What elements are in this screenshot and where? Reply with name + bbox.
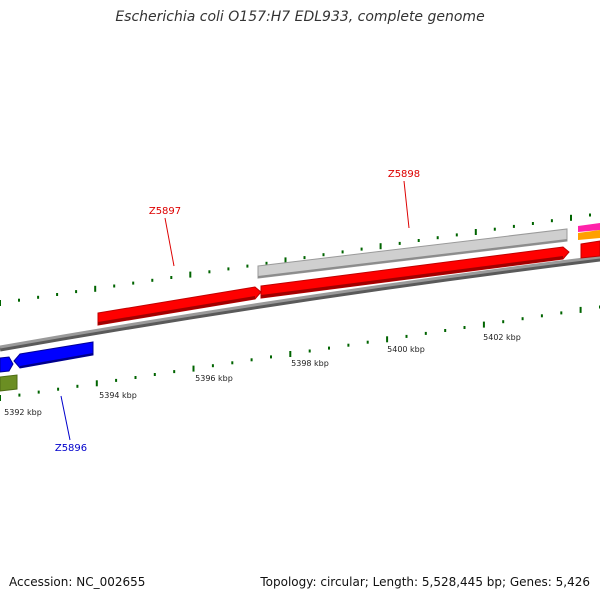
inner-tick bbox=[386, 336, 389, 343]
inner-tick bbox=[540, 314, 543, 318]
gene-blue-left-edge[interactable] bbox=[0, 356, 14, 373]
accession-text: Accession: NC_002655 bbox=[9, 575, 146, 589]
outer-tick bbox=[246, 264, 249, 268]
gene-label-z5897[interactable]: Z5897 bbox=[149, 206, 181, 217]
gene-label-z5898[interactable]: Z5898 bbox=[388, 169, 420, 180]
inner-tick bbox=[482, 321, 485, 328]
inner-tick bbox=[211, 364, 214, 368]
map-title: Escherichia coli O157:H7 EDL933, complet… bbox=[115, 9, 485, 25]
gene-orange-right-edge[interactable] bbox=[578, 230, 600, 240]
inner-tick bbox=[560, 311, 563, 315]
outer-tick bbox=[379, 243, 382, 250]
outer-tick bbox=[341, 250, 344, 254]
outer-tick bbox=[417, 239, 420, 242]
z5896-leader-line bbox=[60, 395, 71, 441]
gene-grey-forward-shadow bbox=[258, 239, 567, 278]
tick-label-5402: 5402 kbp bbox=[483, 333, 521, 342]
inner-tick-track bbox=[0, 305, 600, 401]
inner-tick bbox=[250, 358, 253, 362]
outer-tick bbox=[570, 214, 572, 221]
inner-tick bbox=[521, 317, 524, 321]
inner-tick bbox=[366, 340, 369, 344]
gene-z5897-shadow bbox=[98, 296, 255, 325]
z5897-leader-line bbox=[164, 217, 175, 267]
inner-tick bbox=[424, 331, 427, 335]
outer-tick bbox=[550, 219, 553, 223]
inner-tick bbox=[192, 365, 195, 372]
gene-z5896-shadow bbox=[20, 353, 93, 368]
outer-tick bbox=[455, 233, 458, 237]
inner-tick bbox=[57, 387, 60, 391]
inner-tick bbox=[231, 361, 234, 365]
inner-tick bbox=[347, 343, 350, 347]
genome-stats-text: Topology: circular; Length: 5,528,445 bp… bbox=[260, 575, 590, 589]
outer-tick bbox=[208, 270, 211, 274]
inner-tick bbox=[328, 346, 330, 350]
gene-z5898-shadow bbox=[261, 256, 563, 298]
outer-tick bbox=[75, 290, 78, 294]
inner-tick bbox=[463, 326, 466, 329]
tick-label-5400: 5400 kbp bbox=[387, 345, 425, 354]
outer-tick bbox=[531, 222, 534, 225]
inner-tick bbox=[153, 373, 156, 376]
inner-tick bbox=[289, 351, 292, 357]
outer-tick bbox=[113, 284, 116, 288]
outer-tick bbox=[94, 285, 97, 292]
inner-tick bbox=[502, 320, 505, 324]
inner-tick bbox=[308, 349, 311, 353]
outer-tick bbox=[18, 298, 20, 302]
outer-tick bbox=[436, 236, 439, 240]
outer-tick bbox=[360, 247, 363, 251]
gene-label-z5896[interactable]: Z5896 bbox=[55, 443, 87, 454]
outer-tick bbox=[0, 300, 1, 306]
outer-tick bbox=[132, 281, 135, 285]
z5898-leader-line bbox=[403, 180, 410, 229]
inner-tick bbox=[76, 384, 79, 388]
inner-tick bbox=[579, 306, 582, 313]
outer-tick bbox=[265, 261, 268, 265]
genome-backbone-shadow bbox=[0, 256, 600, 352]
inner-tick bbox=[173, 370, 176, 374]
inner-tick bbox=[444, 329, 447, 332]
inner-tick bbox=[405, 334, 408, 338]
tick-label-5396: 5396 kbp bbox=[195, 374, 233, 383]
tick-label-5398: 5398 kbp bbox=[291, 359, 329, 368]
outer-tick bbox=[284, 257, 287, 264]
outer-tick bbox=[37, 295, 40, 299]
outer-tick bbox=[493, 227, 496, 231]
inner-tick bbox=[115, 378, 118, 382]
inner-tick bbox=[37, 390, 40, 394]
genome-backbone bbox=[0, 255, 600, 349]
outer-tick bbox=[474, 229, 477, 235]
gene-olive-left-edge[interactable] bbox=[0, 374, 18, 392]
outer-tick bbox=[303, 256, 306, 260]
outer-tick bbox=[512, 224, 515, 228]
outer-tick bbox=[227, 267, 230, 271]
inner-tick bbox=[18, 393, 21, 397]
tick-label-5394: 5394 kbp bbox=[99, 391, 137, 400]
outer-tick bbox=[189, 271, 192, 278]
outer-tick bbox=[398, 241, 401, 245]
inner-tick bbox=[270, 355, 272, 359]
outer-tick bbox=[151, 278, 154, 282]
inner-tick bbox=[0, 395, 1, 401]
gene-magenta-right-edge[interactable] bbox=[578, 223, 600, 232]
outer-tick bbox=[589, 213, 591, 217]
outer-tick-track bbox=[0, 213, 591, 306]
gene-z5896[interactable] bbox=[13, 341, 94, 369]
gene-red-right-edge[interactable] bbox=[580, 240, 600, 259]
outer-tick bbox=[322, 253, 325, 257]
inner-tick bbox=[95, 380, 98, 387]
outer-tick bbox=[170, 276, 173, 279]
tick-label-5392: 5392 kbp bbox=[4, 408, 42, 417]
outer-tick bbox=[56, 293, 59, 296]
inner-tick bbox=[134, 376, 137, 379]
